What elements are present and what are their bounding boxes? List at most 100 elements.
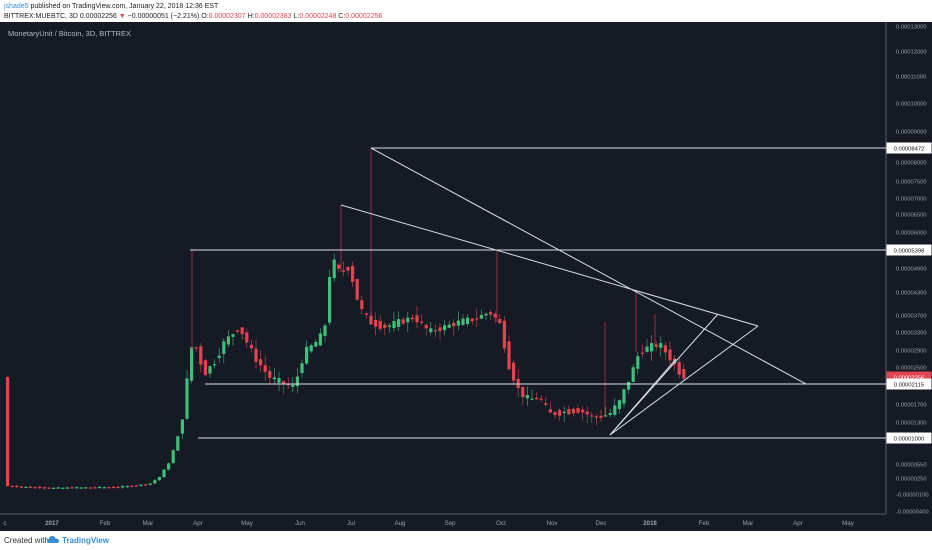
candle-down: [88, 487, 92, 489]
candle-down: [599, 415, 603, 418]
price-tick-label: 0.00002500: [896, 366, 927, 372]
candle-up: [530, 398, 534, 400]
candle-down: [194, 347, 198, 349]
price-tick-label: 0.00003300: [896, 331, 927, 337]
candle-up: [180, 419, 184, 434]
time-axis[interactable]: c 2017 Feb Mar Apr May Jun Jul Aug Sep Oct Nov Dec 20…: [3, 520, 854, 527]
candle-down: [567, 409, 571, 415]
trendline-drawings[interactable]: [190, 147, 886, 439]
candle-down: [489, 312, 493, 315]
candle-down: [553, 412, 557, 416]
line-price-label: 0.00008472: [894, 146, 925, 152]
candle-up: [226, 336, 230, 345]
close-value: 0.00002256: [345, 13, 383, 20]
candle-up: [309, 345, 313, 352]
candle-down: [254, 348, 258, 362]
time-tick-label: Aug: [394, 520, 406, 527]
candle-up: [167, 463, 171, 470]
candle-up: [461, 318, 465, 325]
candle-up: [604, 415, 608, 417]
candle-down: [245, 332, 249, 343]
candle-down: [493, 313, 497, 318]
candle-down: [47, 487, 51, 489]
price-tick-label: 0.00009000: [896, 130, 927, 136]
candle-down: [268, 370, 272, 378]
candle-down: [521, 386, 525, 398]
tradingview-brand-link[interactable]: TradingView: [62, 536, 109, 545]
candle-down: [6, 376, 10, 487]
candle-down: [355, 279, 359, 300]
candle-up: [397, 319, 401, 327]
candle-up: [443, 325, 447, 331]
candle-up: [300, 363, 304, 374]
candle-up: [24, 486, 28, 489]
candle-up: [217, 355, 221, 358]
candle-up: [456, 320, 460, 326]
candle-up: [631, 367, 635, 382]
candle-up: [162, 469, 166, 478]
time-tick-label: 2017: [45, 520, 59, 527]
candle-up: [617, 400, 621, 409]
candle-up: [157, 476, 161, 481]
price-tick-label: 0.00001700: [896, 403, 927, 409]
candle-up: [148, 483, 152, 485]
candle-down: [548, 409, 552, 413]
candle-up: [659, 343, 663, 348]
candle-up: [231, 334, 235, 337]
candle-up: [314, 342, 318, 347]
candle-up: [84, 487, 88, 489]
line-price-label-bg: [886, 244, 932, 256]
time-tick-label: Dec: [595, 520, 606, 527]
price-change: −0.00000051 (−2.21%): [127, 13, 200, 20]
candle-up: [525, 395, 529, 399]
time-tick-label: Mar: [743, 520, 754, 527]
last-price: 0.00002256: [79, 13, 117, 20]
time-tick-label: May: [842, 520, 855, 527]
candle-down: [286, 384, 290, 386]
candle-down: [452, 322, 456, 327]
candle-down: [93, 487, 97, 489]
candle-down: [29, 486, 33, 488]
candle-up: [387, 325, 391, 327]
candle-down: [673, 358, 677, 365]
candle-up: [645, 346, 649, 352]
downtrend-line-2[interactable]: [340, 204, 759, 327]
candle-down: [512, 362, 516, 381]
candle-down: [654, 344, 658, 347]
publish-info: jshade5 published on TradingView.com, Ja…: [4, 2, 218, 11]
candle-down: [33, 487, 37, 489]
candle-up: [56, 487, 60, 489]
downtrend-line-1[interactable]: [370, 147, 807, 385]
candle-up: [392, 321, 396, 329]
price-chart[interactable]: MonetaryUnit / Bitcoin, 3D, BITTREX 0.00…: [0, 22, 932, 531]
candle-up: [650, 343, 654, 352]
candle-up: [627, 381, 631, 390]
time-tick-label: Mar: [143, 520, 154, 527]
candle-up: [323, 325, 327, 336]
time-tick-label: Oct: [496, 520, 506, 527]
candle-down: [544, 403, 548, 405]
uptrend-line-3[interactable]: [609, 358, 677, 436]
price-tick-label: 0.00013000: [896, 25, 927, 31]
candle-up: [295, 376, 299, 387]
candle-up: [636, 356, 640, 369]
uptrend-line-1[interactable]: [609, 325, 759, 436]
candle-up: [139, 484, 143, 486]
candle-down: [249, 344, 253, 349]
candle-down: [682, 368, 686, 379]
candle-down: [10, 485, 14, 488]
price-tick-label: 0.00006500: [896, 213, 927, 219]
author-link[interactable]: jshade5: [4, 3, 29, 10]
ohlc-readout: BITTREX:MUEBTC, 3D 0.00002256 ▼ −0.00000…: [4, 12, 382, 21]
candle-up: [208, 366, 212, 374]
candle-down: [282, 381, 286, 385]
candle-down: [677, 362, 681, 375]
candle-down: [364, 313, 368, 315]
footer: Created with TradingView: [0, 531, 932, 550]
price-axis[interactable]: 0.00013000 0.00012000 0.00011000 0.00010000…: [896, 25, 929, 516]
candle-up: [75, 487, 79, 489]
candle-up: [52, 487, 56, 489]
candle-up: [429, 328, 433, 333]
candle-down: [19, 486, 23, 488]
candle-up: [102, 487, 106, 489]
